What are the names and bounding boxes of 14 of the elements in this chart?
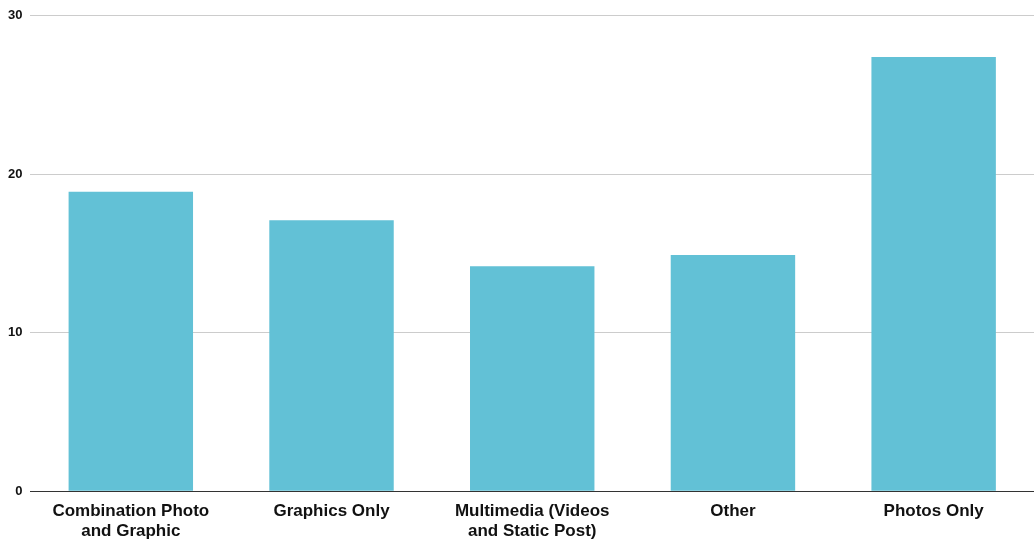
x-tick-label: Other [710,501,756,521]
bar [470,266,595,491]
bar [871,57,996,491]
bar [68,191,194,491]
y-tick-label: 20 [7,165,23,181]
x-tick-label: Multimedia (Videos and Static Post) [454,501,610,541]
y-tick-label: 30 [7,7,23,23]
x-tick-label: Graphics Only [273,501,391,521]
x-tick-label: Combination Photo and Graphic [52,501,210,541]
x-tick-label: Photos Only [883,501,985,521]
bar [670,255,796,491]
y-tick-label: 10 [7,324,23,340]
y-tick-label: 0 [15,482,23,498]
bar [269,220,394,491]
